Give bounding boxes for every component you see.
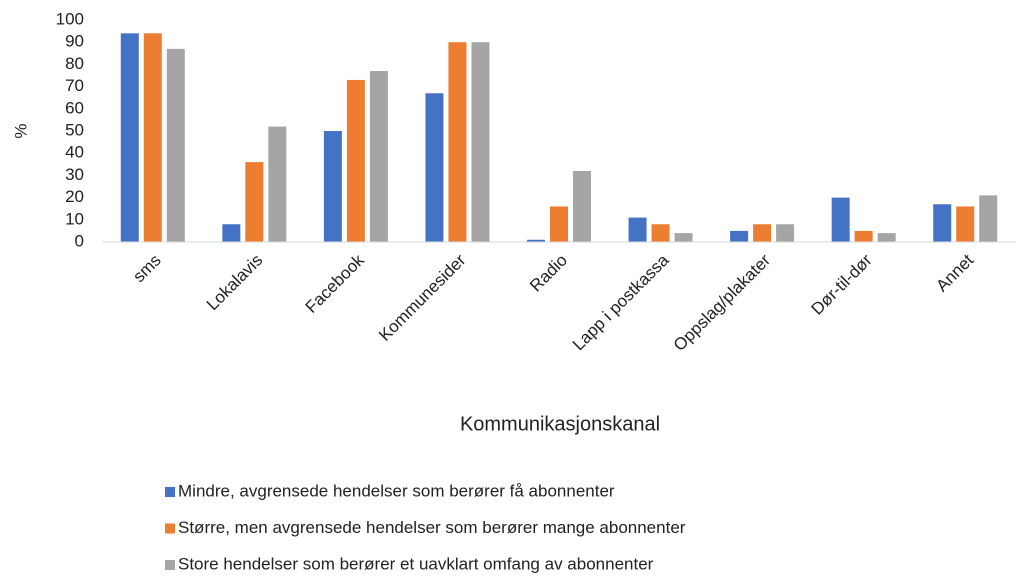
bar <box>527 239 545 242</box>
y-tick-label: 90 <box>65 32 84 51</box>
y-tick-label: 60 <box>65 98 84 117</box>
x-tick-label: Lapp i postkassa <box>569 250 673 354</box>
bar <box>877 233 896 242</box>
legend-label: Mindre, avgrensede hendelser som berører… <box>178 481 615 500</box>
y-tick-label: 0 <box>75 231 84 250</box>
bar <box>730 230 749 242</box>
x-axis-title: Kommunikasjonskanal <box>460 413 660 435</box>
bar <box>323 131 342 242</box>
bar <box>854 230 873 242</box>
bar <box>956 206 975 242</box>
y-tick-label: 70 <box>65 76 84 95</box>
x-tick-label: Facebook <box>302 250 369 317</box>
bar <box>120 33 139 242</box>
y-tick-label: 40 <box>65 143 84 162</box>
x-tick-label: Annet <box>932 250 977 295</box>
bar <box>674 233 693 242</box>
x-tick-label: Oppslag/plakater <box>670 250 775 355</box>
y-tick-label: 100 <box>56 9 84 28</box>
bar <box>831 197 850 242</box>
y-tick-label: 30 <box>65 165 84 184</box>
bar <box>573 170 591 242</box>
bar <box>448 42 467 243</box>
bar <box>268 126 287 242</box>
bar <box>369 71 388 242</box>
bar <box>346 79 365 242</box>
x-tick-label: Dør-til-dør <box>807 250 875 318</box>
bar <box>166 48 185 242</box>
x-tick-label: sms <box>129 251 164 286</box>
bar <box>550 206 568 242</box>
bar <box>753 224 772 242</box>
legend-swatch <box>165 523 175 534</box>
bar <box>425 93 444 242</box>
bar <box>143 33 162 242</box>
x-tick-label: Lokalavis <box>203 251 267 315</box>
y-axis-title: % <box>11 123 30 138</box>
bar <box>245 162 264 242</box>
x-tick-label: Radio <box>526 251 571 296</box>
y-tick-label: 20 <box>65 187 84 206</box>
legend-label: Store hendelser som berører et uavklart … <box>178 554 654 573</box>
bar <box>651 224 670 242</box>
bar <box>222 224 241 242</box>
bar <box>471 42 490 243</box>
legend-swatch <box>165 487 175 497</box>
y-tick-label: 10 <box>65 209 84 228</box>
bar <box>979 195 998 242</box>
x-tick-label: Kommunesider <box>375 250 470 345</box>
bar <box>628 217 647 242</box>
bar <box>933 204 952 242</box>
legend-label: Større, men avgrensede hendelser som ber… <box>178 518 686 537</box>
y-tick-label: 50 <box>65 120 84 139</box>
y-tick-label: 80 <box>65 54 84 73</box>
bar <box>776 224 795 242</box>
legend-swatch <box>165 560 175 570</box>
